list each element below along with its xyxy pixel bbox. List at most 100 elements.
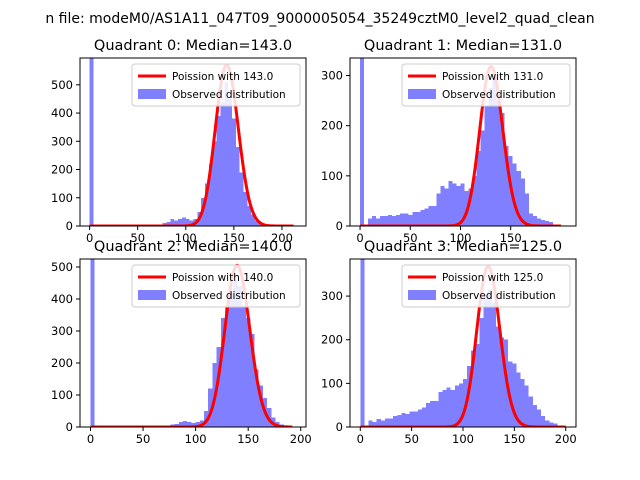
histogram-bar [185, 218, 190, 226]
figure-suptitle: n file: modeM0/AS1A11_047T09_9000005054_… [45, 11, 594, 27]
histogram-bar [178, 218, 182, 226]
histogram-bar [532, 405, 537, 427]
histogram-bar [528, 213, 533, 226]
histogram-bar [224, 82, 229, 226]
histogram-bar [516, 170, 521, 226]
histogram-bar [241, 305, 247, 427]
histogram-bar [479, 317, 484, 427]
histogram-bar [255, 220, 259, 226]
histogram-bar [416, 211, 421, 226]
histogram-bar [471, 350, 476, 427]
histogram-bar [397, 414, 402, 427]
histogram-bar [166, 221, 171, 226]
histogram-bar [229, 292, 234, 427]
histogram-bar [540, 219, 545, 226]
histogram-bar [417, 409, 422, 427]
x-tick-label: 0 [357, 432, 364, 446]
legend-box [131, 63, 301, 107]
histogram-bar [548, 221, 553, 226]
histogram-bar [384, 418, 390, 427]
histogram-bar [187, 422, 192, 427]
poisson-curve [359, 65, 562, 226]
histogram-bar [216, 115, 221, 226]
histogram-bar [389, 418, 394, 427]
plot-area [89, 58, 295, 226]
histogram-bar [401, 413, 406, 427]
histogram-bar [170, 218, 175, 226]
x-tick-label: 150 [500, 231, 522, 245]
legend-line-label: Poission with 131.0 [442, 71, 543, 83]
histogram-bar [492, 75, 497, 226]
legend: Poission with 143.0 Observed distribution [131, 63, 301, 107]
subplot-title: Quadrant 0: Median=143.0 [94, 38, 292, 54]
plot-area [359, 58, 562, 226]
histogram-bar [393, 416, 398, 427]
histogram-bar [454, 385, 459, 427]
histogram-bar [243, 192, 248, 226]
legend: Poission with 125.0 Observed distribution [401, 264, 571, 308]
y-tick-label: 500 [51, 78, 73, 92]
y-tick-label: 0 [336, 420, 343, 434]
histogram-bar [491, 302, 496, 427]
histogram-bar [235, 146, 240, 226]
x-tick-label: 150 [237, 432, 259, 446]
x-tick-label: 200 [555, 432, 577, 446]
subplot-quadrant-0: Quadrant 0: Median=143.0 0 50 100 150 200 0 100… [51, 38, 307, 245]
legend-line-label: Poission with 143.0 [172, 71, 273, 83]
histogram-bar [228, 98, 232, 226]
histogram-bar [404, 213, 409, 226]
histogram-bar [549, 422, 554, 427]
legend-hist-label: Observed distribution [172, 89, 286, 101]
legend-hist-label: Observed distribution [172, 290, 286, 302]
y-tick-label: 400 [51, 106, 73, 120]
x-tick-label: 100 [452, 432, 474, 446]
histogram-bar [368, 420, 373, 427]
histogram-bar [446, 387, 451, 427]
plot-area [90, 259, 293, 427]
histogram-bar [541, 416, 546, 427]
histogram-bar [247, 206, 252, 226]
histogram-bar [516, 372, 521, 427]
histogram-bar [444, 188, 449, 226]
histogram-bar [448, 180, 453, 226]
histogram-bar [413, 411, 418, 427]
histogram-bar [376, 419, 381, 427]
histogram-bar [400, 213, 405, 226]
x-tick-label: 0 [356, 231, 363, 245]
x-tick-label: 100 [450, 231, 472, 245]
x-tick-label: 150 [503, 432, 525, 446]
histogram-bar [504, 145, 509, 226]
histogram-bar [380, 215, 385, 226]
histogram-bar [532, 215, 537, 226]
histogram-bar [258, 385, 263, 427]
histogram-bar [499, 337, 505, 427]
histogram-bar [432, 205, 437, 226]
legend-hist-swatch [408, 290, 436, 300]
y-tick-label: 200 [51, 356, 73, 370]
histogram-bar [384, 215, 389, 226]
histogram-bar [408, 214, 413, 226]
subplot-title: Quadrant 3: Median=125.0 [364, 239, 562, 255]
histogram-bar [468, 188, 473, 226]
histogram-bar [536, 409, 542, 427]
histogram-bar [428, 205, 433, 226]
subplot-title: Quadrant 1: Median=131.0 [364, 38, 562, 54]
y-tick-label: 100 [321, 169, 343, 183]
histogram-bar [216, 347, 221, 427]
subplot-title: Quadrant 2: Median=140.0 [94, 239, 292, 255]
histogram-bar [524, 385, 529, 427]
y-tick-label: 200 [321, 333, 343, 347]
y-tick-label: 100 [51, 388, 73, 402]
histogram-bar [220, 318, 226, 427]
legend-box [401, 63, 571, 107]
x-tick-label: 50 [403, 231, 418, 245]
subplot-quadrant-2: Quadrant 2: Median=140.0 0 50 100 150 200 0 100… [51, 239, 312, 446]
histogram-bar [476, 150, 481, 226]
x-tick-label: 200 [271, 231, 293, 245]
histogram-bar [442, 389, 447, 427]
x-tick-label: 0 [86, 231, 93, 245]
histogram-bar [405, 413, 410, 427]
histogram-bar [360, 259, 365, 427]
y-tick-label: 0 [66, 219, 73, 233]
